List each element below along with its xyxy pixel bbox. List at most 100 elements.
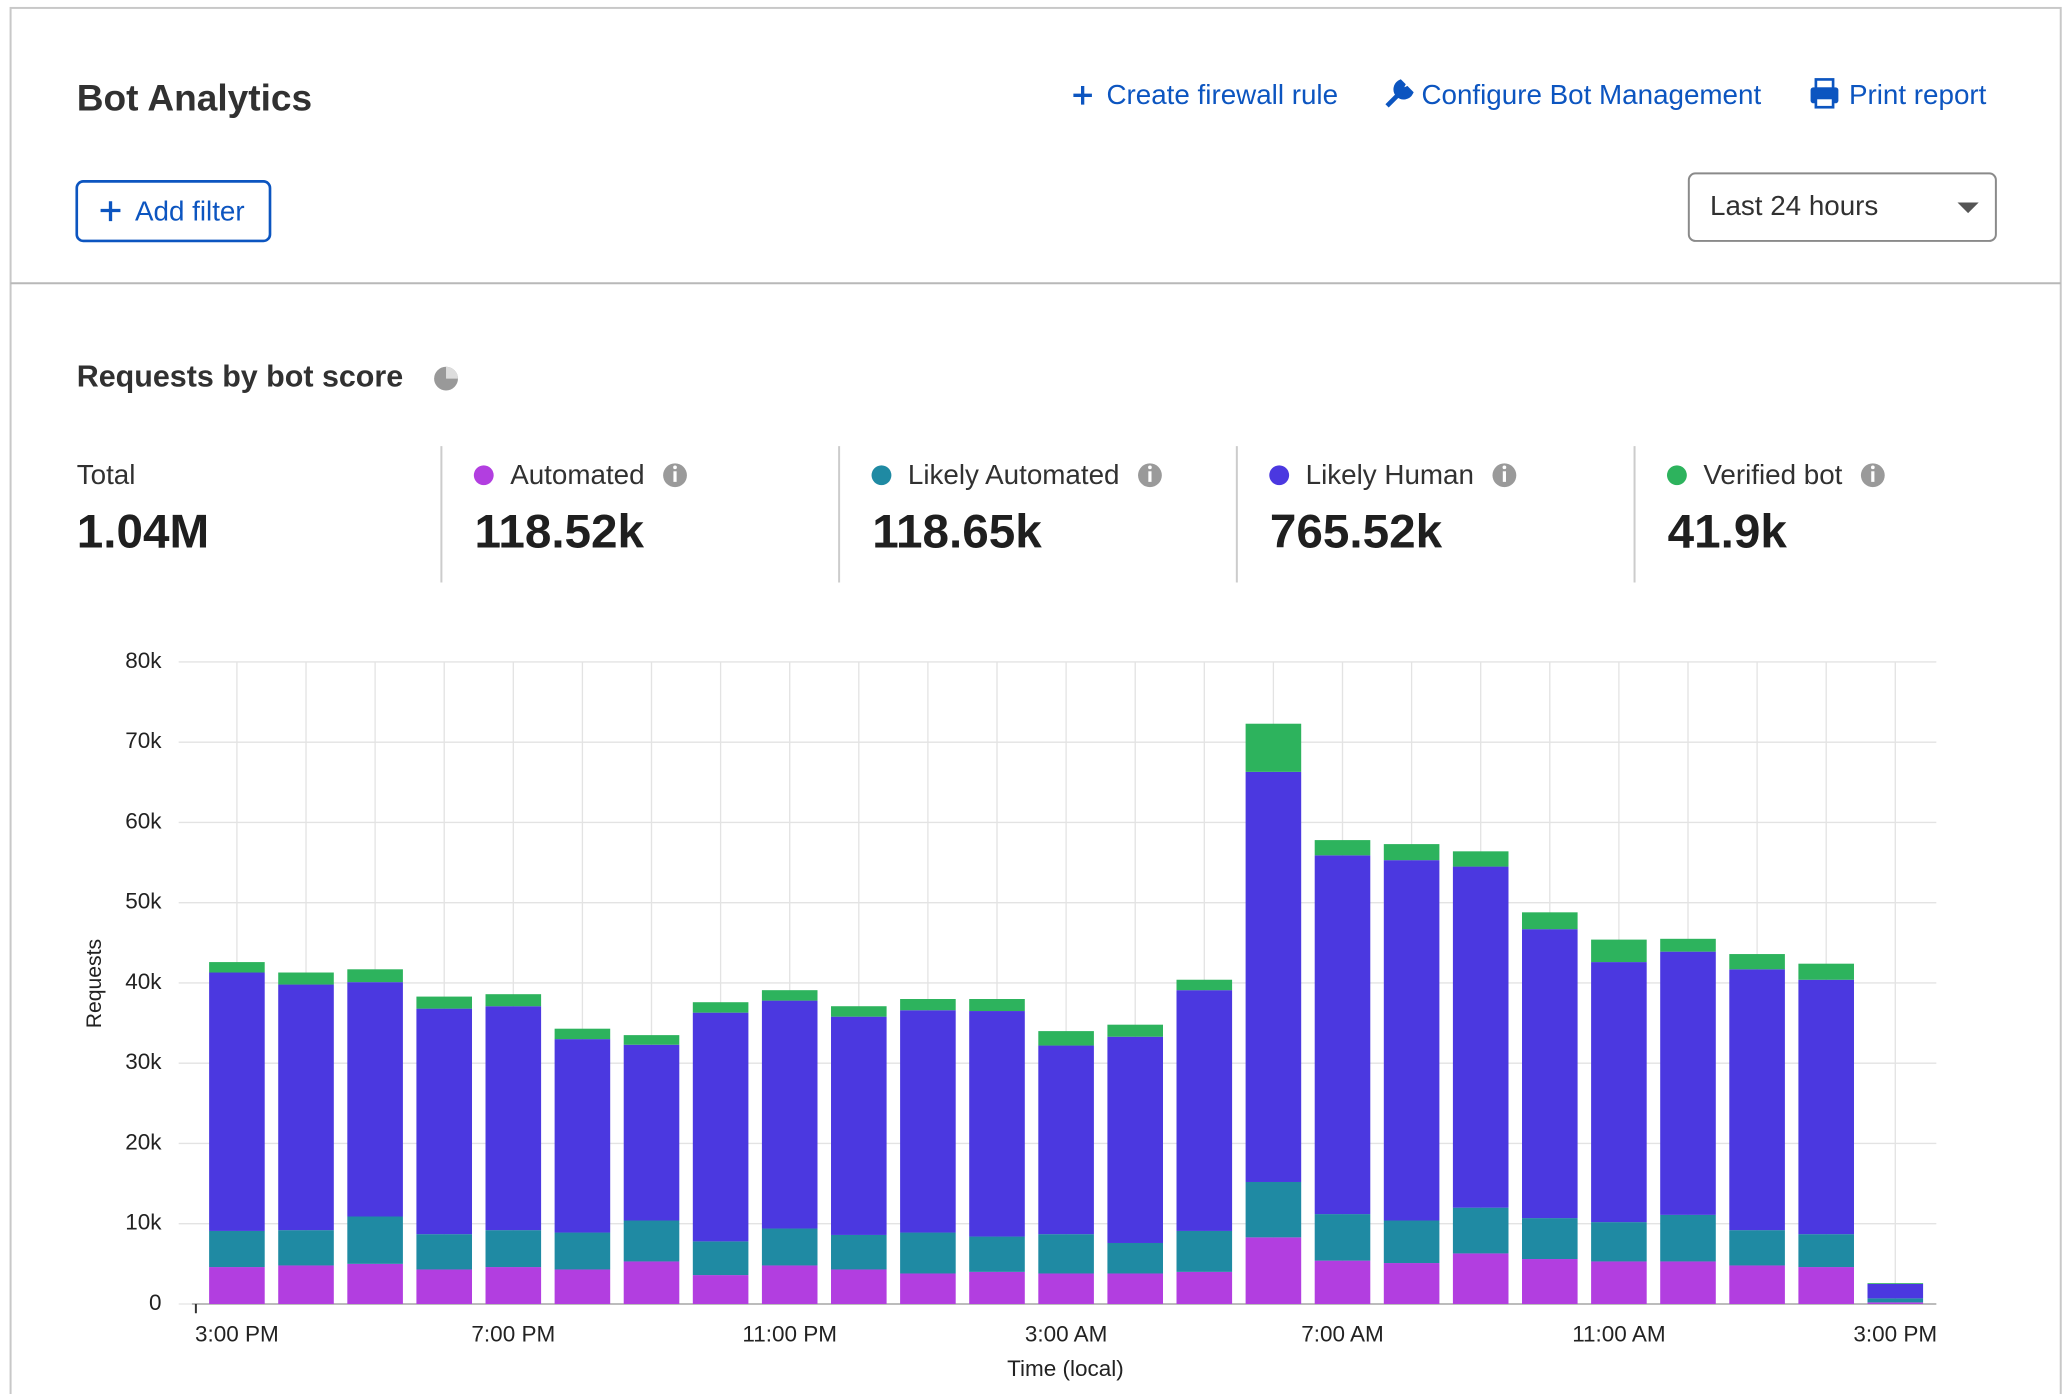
stat-value: 118.65k [872, 505, 1042, 558]
bar-segment [969, 1271, 1025, 1304]
plus-icon [100, 201, 121, 222]
bar-segment [1660, 951, 1716, 1215]
bar-segment [761, 990, 818, 1001]
x-tick-label: 3:00 PM [1853, 1322, 1937, 1347]
bar-segment [1522, 929, 1578, 1219]
bar-segment [761, 1265, 818, 1304]
info-icon [673, 471, 677, 482]
bar-segment [623, 1044, 680, 1221]
stat-label: Likely Automated [908, 459, 1120, 490]
stat-value: 1.04M [77, 505, 209, 558]
stat-label: Total [77, 459, 136, 490]
y-tick-label: 0 [149, 1290, 162, 1315]
stat-label: Likely Human [1306, 459, 1474, 490]
action-link[interactable]: Configure Bot Management [1421, 79, 1761, 110]
bar-segment [1798, 1267, 1854, 1304]
bar-segment [554, 1232, 611, 1270]
bar-segment [623, 1261, 680, 1304]
bar-segment [1245, 1181, 1302, 1238]
bar-segment [1383, 1220, 1440, 1264]
pie-icon [446, 366, 458, 379]
bar-segment [623, 1035, 680, 1045]
bar-segment [1452, 851, 1509, 867]
bar-segment [831, 1006, 887, 1017]
y-tick-label: 20k [125, 1129, 162, 1154]
bar-segment [1729, 969, 1785, 1231]
legend-dot [1269, 465, 1290, 486]
bar-segment [831, 1234, 887, 1270]
bar-segment [416, 1234, 473, 1270]
bar-segment [347, 982, 403, 1217]
bar-segment [1176, 979, 1233, 991]
pie-icon [434, 366, 458, 391]
bar-segment [1867, 1283, 1924, 1284]
bar-segment [1591, 1261, 1647, 1304]
select-value[interactable]: Last 24 hours [1710, 190, 1878, 221]
time-range-select[interactable]: Last 24 hours [1687, 172, 1997, 242]
button-label[interactable]: Add filter [135, 195, 245, 226]
bar-segment [278, 984, 334, 1231]
bar-segment [900, 1010, 956, 1233]
y-tick-label: 60k [125, 808, 162, 833]
button-frame[interactable] [75, 180, 272, 243]
bar-segment [1522, 1218, 1578, 1260]
bar-segment [416, 1269, 473, 1304]
bar-segment [692, 1002, 749, 1013]
y-axis-title: Requests [83, 939, 106, 1028]
bar-segment [485, 994, 542, 1007]
bar-segment [554, 1039, 611, 1233]
legend-dot [871, 465, 892, 486]
chart: 0 10k 20k 30k 40k 50k 60k 70k 80k 3:00 PM 7:00 PM 1… [83, 648, 1937, 1381]
summary: Total 1.04M Automated 118.52k Likely Automat… [77, 446, 1885, 583]
bar-segment [1522, 1259, 1578, 1304]
x-axis-title: Time (local) [1007, 1356, 1124, 1381]
bar-segment [1660, 1261, 1716, 1304]
bar-segment [416, 1008, 473, 1235]
bar-segment [1729, 954, 1785, 970]
create-firewall-rule[interactable]: Create firewall rule [1073, 79, 1338, 110]
x-tick-label: 7:00 PM [471, 1322, 555, 1347]
bar-segment [278, 972, 334, 985]
y-tick-label: 70k [125, 728, 162, 753]
bar-segment [623, 1220, 680, 1262]
y-tick-label: 40k [125, 969, 162, 994]
bar-segment [1245, 771, 1302, 1182]
bar-segment [1591, 962, 1647, 1223]
legend-dot [1666, 465, 1687, 486]
bar-segment [1452, 1253, 1509, 1304]
bar-segment [1038, 1045, 1094, 1235]
action-link[interactable]: Print report [1849, 79, 1987, 110]
bar-segment [485, 1230, 542, 1268]
wrench-icon [1385, 79, 1414, 108]
stat-value: 765.52k [1270, 505, 1443, 558]
stat-label: Verified bot [1703, 459, 1842, 490]
bar-segment [1107, 1036, 1163, 1243]
bar-segment [1038, 1234, 1094, 1274]
print-report[interactable]: Print report [1810, 78, 1987, 110]
bar-segment [831, 1016, 887, 1235]
bar-segment [1522, 912, 1578, 930]
y-tick-label: 10k [125, 1210, 162, 1235]
action-link[interactable]: Create firewall rule [1106, 79, 1338, 110]
bar-segment [692, 1012, 749, 1242]
bar-segment [209, 962, 265, 973]
bar-segment [1314, 1260, 1371, 1304]
bar-segment [692, 1275, 749, 1304]
info-icon [1502, 471, 1506, 482]
bar-segment [831, 1269, 887, 1304]
bar-segment [554, 1269, 611, 1304]
bar-segment [1107, 1242, 1163, 1274]
section-title: Requests by bot score [77, 360, 403, 394]
add-filter-button[interactable]: Add filter [75, 180, 272, 243]
configure-bot-management[interactable]: Configure Bot Management [1385, 79, 1761, 110]
legend-dot [473, 465, 494, 486]
bar-segment [1383, 1263, 1440, 1304]
bar-segment [1660, 938, 1716, 952]
bar-segment [485, 1267, 542, 1304]
bar-segment [1729, 1265, 1785, 1304]
y-tick-label: 50k [125, 889, 162, 914]
info-icon [1871, 471, 1875, 482]
bar-segment [209, 972, 265, 1231]
select-frame[interactable] [1687, 172, 1997, 242]
plus-icon [1073, 86, 1092, 105]
